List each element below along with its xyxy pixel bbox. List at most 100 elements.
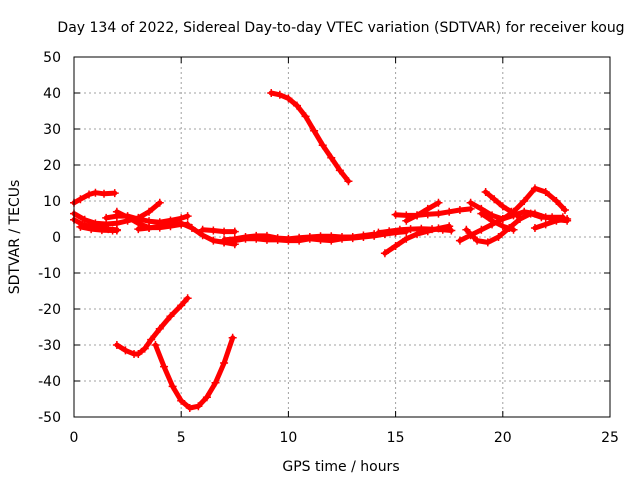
series-line [403,200,441,224]
data-point [112,341,121,349]
series-line [153,335,236,411]
data-point [85,190,94,199]
data-point [455,206,464,214]
series-arc-04 [76,222,121,235]
data-point [560,206,569,214]
y-tick-label: -10 [38,266,61,282]
data-point [445,222,454,231]
data-point [466,198,475,207]
data-point [91,188,100,197]
data-point [348,234,357,243]
data-point [275,90,284,99]
y-tick-label: 0 [52,230,61,246]
data-point [310,126,319,135]
data-point [230,227,239,236]
data-point [187,224,196,232]
data-point [344,177,353,186]
series-arc-16 [391,204,475,220]
data-point [406,225,415,234]
data-point [295,236,304,245]
series-line [478,211,516,233]
series-arc-22 [477,209,518,234]
data-point [202,393,211,402]
data-point [385,227,394,236]
data-point [183,212,192,221]
data-point [434,224,443,233]
data-point [526,209,535,218]
x-tick-label: 20 [494,430,512,446]
data-point [413,211,422,220]
data-point [112,226,121,235]
data-point [155,324,164,333]
data-point [198,225,207,234]
data-point [494,233,503,241]
data-point [507,207,516,216]
plot-frame [73,56,611,418]
chart-title: Day 134 of 2022, Sidereal Day-to-day VTE… [57,20,624,36]
data-point [455,236,464,245]
data-point [541,220,550,229]
data-point [76,222,85,231]
series-line [268,90,351,184]
data-point [490,195,499,204]
data-point [316,235,325,244]
data-point [447,226,456,235]
data-point [515,213,524,222]
data-point [301,112,310,121]
series-line [135,220,238,247]
series-line [200,227,238,235]
data-point [102,213,111,222]
data-point [327,153,336,162]
data-point [359,233,368,241]
data-point [177,301,186,310]
data-point [520,197,529,205]
data-point [335,166,344,175]
series-arc-08 [198,225,239,236]
data-point [110,189,119,198]
y-tick-label: -20 [38,302,61,318]
data-point [97,226,106,235]
data-point [423,227,432,236]
data-point [477,209,486,218]
data-point [262,235,271,244]
x-tick-label: 5 [177,430,186,446]
series-arc-17 [402,198,443,225]
data-point [374,228,383,237]
data-point [498,202,507,211]
y-tick-label: -50 [38,410,61,426]
data-point [481,188,490,196]
data-point [220,227,229,236]
y-tick-label: 30 [43,122,61,138]
data-point [166,312,175,321]
data-point [530,184,539,193]
data-point [177,396,186,405]
data-point [395,225,404,234]
x-tick-label: 0 [70,430,79,446]
data-point [552,216,561,225]
data-point [267,89,276,97]
data-point [241,234,250,243]
data-point [284,236,293,245]
data-point [391,242,400,250]
tick-labels: 0 5 10 15 20 25 -50 -40 -30 -20 -10 0 10 20 30 40 50 [38,50,619,446]
y-tick-label: 40 [43,86,61,102]
data-point [76,195,85,204]
x-tick-label: 10 [279,430,297,446]
data-point [488,216,497,225]
data-point [273,235,282,244]
data-point [123,213,132,222]
data-point [292,101,301,110]
y-tick-label: -30 [38,338,61,354]
data-point [166,220,175,229]
data-series-group [70,89,572,412]
data-point [160,362,169,371]
data-point [87,225,96,234]
data-point [445,207,454,216]
data-point [483,238,492,247]
data-point [147,335,156,344]
data-point [413,230,422,239]
data-point [530,224,539,232]
series-line [114,295,191,357]
series-arc-12 [112,294,192,358]
